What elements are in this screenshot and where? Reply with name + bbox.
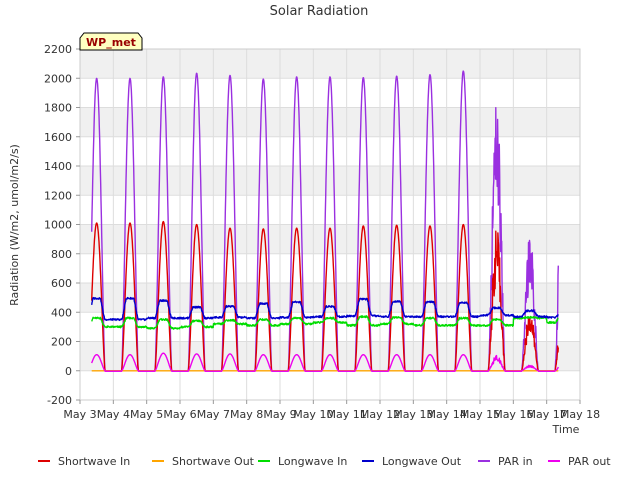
x-tick-label: May 14 (427, 408, 467, 421)
legend-label: Longwave Out (382, 455, 462, 468)
legend-item: PAR in (478, 455, 533, 468)
x-tick-label: May 8 (230, 408, 263, 421)
legend-item: Longwave In (258, 455, 347, 468)
annotation-label: WP_met (86, 36, 136, 49)
y-tick-label: 1600 (44, 131, 72, 144)
y-tick-label: 1200 (44, 189, 72, 202)
x-tick-label: May 16 (493, 408, 533, 421)
y-tick-label: 1400 (44, 160, 72, 173)
y-tick-label: 0 (65, 365, 72, 378)
y-tick-label: 800 (51, 248, 72, 261)
band (80, 283, 580, 313)
band (80, 107, 580, 137)
x-tick-label: May 15 (460, 408, 500, 421)
x-tick-label: May 10 (293, 408, 333, 421)
y-tick-label: 200 (51, 336, 72, 349)
legend-label: PAR in (498, 455, 533, 468)
series-layer (91, 70, 559, 372)
chart-title: Solar Radiation (270, 4, 369, 19)
legend-item: Shortwave Out (152, 455, 255, 468)
x-tick-label: May 4 (97, 408, 130, 421)
y-tick-label: 600 (51, 277, 72, 290)
x-tick-label: May 9 (263, 408, 296, 421)
band (80, 166, 580, 196)
y-tick-label: -200 (47, 394, 72, 407)
series-line-longwave-in (91, 315, 559, 330)
annotation-box: WP_met (79, 32, 143, 51)
legend-label: PAR out (568, 455, 611, 468)
y-axis-label: Radiation (W/m2, umol/m2/s) (8, 144, 21, 306)
x-tick-label: May 11 (327, 408, 367, 421)
legend-label: Longwave In (278, 455, 347, 468)
x-tick-label: May 13 (393, 408, 433, 421)
x-tick-label: May 5 (130, 408, 163, 421)
legend: Shortwave In Shortwave Out Longwave In Long… (38, 455, 611, 468)
x-tick-label: May 17 (527, 408, 567, 421)
y-tick-label: 2200 (44, 43, 72, 56)
y-tick-label: 1800 (44, 102, 72, 115)
legend-label: Shortwave In (58, 455, 130, 468)
legend-item: PAR out (548, 455, 611, 468)
x-tick-label: May 3 (63, 408, 96, 421)
series-line-longwave-out (91, 296, 559, 322)
band (80, 49, 580, 79)
legend-item: Shortwave In (38, 455, 130, 468)
x-tick-label: May 18 (560, 408, 600, 421)
y-tick-label: 2000 (44, 72, 72, 85)
y-tick-label: 400 (51, 306, 72, 319)
y-tick-label: 1000 (44, 219, 72, 232)
x-axis-label: Time (552, 423, 580, 436)
series-line-par-out (91, 352, 559, 372)
y-axis-ticks: -200 0 200 400 600 800 1000 1200 1400 1600 1800 200… (44, 43, 80, 407)
x-tick-label: May 7 (197, 408, 230, 421)
x-tick-label: May 12 (360, 408, 400, 421)
x-tick-label: May 6 (163, 408, 196, 421)
legend-item: Longwave Out (362, 455, 462, 468)
legend-label: Shortwave Out (172, 455, 255, 468)
